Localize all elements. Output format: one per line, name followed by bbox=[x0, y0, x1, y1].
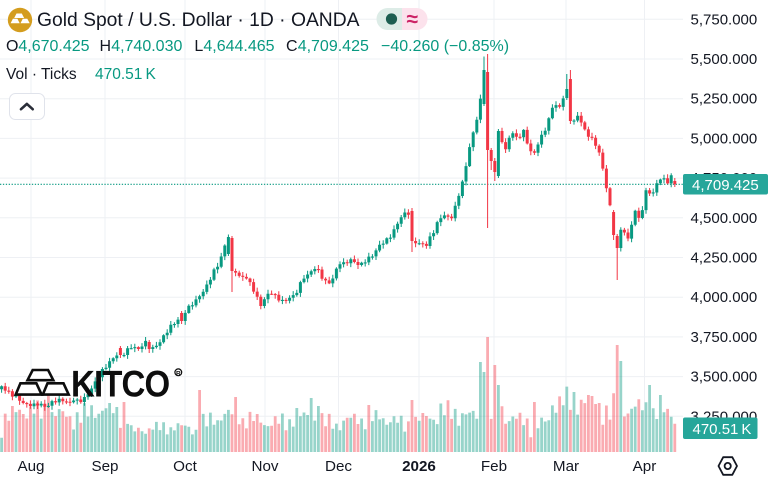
svg-text:KITCO: KITCO bbox=[71, 364, 169, 405]
svg-text:470.51 K: 470.51 K bbox=[95, 66, 157, 83]
svg-text:4,250.000: 4,250.000 bbox=[691, 250, 758, 267]
svg-text:5,250.000: 5,250.000 bbox=[691, 91, 758, 108]
svg-text:5,000.000: 5,000.000 bbox=[691, 130, 758, 147]
svg-text:Feb: Feb bbox=[481, 458, 507, 475]
svg-text:4,670.425: 4,670.425 bbox=[18, 38, 89, 55]
svg-text:Vol · Ticks: Vol · Ticks bbox=[6, 66, 77, 83]
svg-text:Nov: Nov bbox=[251, 458, 278, 475]
svg-text:4,644.465: 4,644.465 bbox=[203, 38, 274, 55]
svg-text:4,000.000: 4,000.000 bbox=[691, 289, 758, 306]
svg-text:Gold Spot / U.S. Dollar · 1D ·: Gold Spot / U.S. Dollar · 1D · OANDA bbox=[37, 10, 360, 31]
svg-text:5,500.000: 5,500.000 bbox=[691, 51, 758, 68]
svg-text:Sep: Sep bbox=[91, 458, 118, 475]
svg-text:H: H bbox=[100, 38, 112, 55]
svg-text:O: O bbox=[6, 38, 18, 55]
svg-text:3,500.000: 3,500.000 bbox=[691, 369, 758, 386]
svg-text:2026: 2026 bbox=[402, 458, 436, 475]
svg-text:Apr: Apr bbox=[633, 458, 657, 475]
svg-text:≈: ≈ bbox=[407, 8, 419, 31]
svg-text:C: C bbox=[286, 38, 298, 55]
svg-text:4,709.425: 4,709.425 bbox=[692, 177, 759, 194]
svg-text:−40.260 (−0.85%): −40.260 (−0.85%) bbox=[381, 38, 509, 55]
svg-text:5,750.000: 5,750.000 bbox=[691, 11, 758, 28]
svg-text:470.51 K: 470.51 K bbox=[693, 421, 752, 438]
svg-text:4,500.000: 4,500.000 bbox=[691, 210, 758, 227]
svg-text:3,750.000: 3,750.000 bbox=[691, 329, 758, 346]
svg-text:Aug: Aug bbox=[17, 458, 44, 475]
svg-text:4,740.030: 4,740.030 bbox=[111, 38, 182, 55]
svg-text:L: L bbox=[194, 38, 203, 55]
svg-text:R: R bbox=[176, 370, 181, 377]
svg-text:Mar: Mar bbox=[553, 458, 579, 475]
svg-text:Oct: Oct bbox=[173, 458, 197, 475]
svg-text:4,709.425: 4,709.425 bbox=[298, 38, 369, 55]
svg-text:Dec: Dec bbox=[325, 458, 352, 475]
